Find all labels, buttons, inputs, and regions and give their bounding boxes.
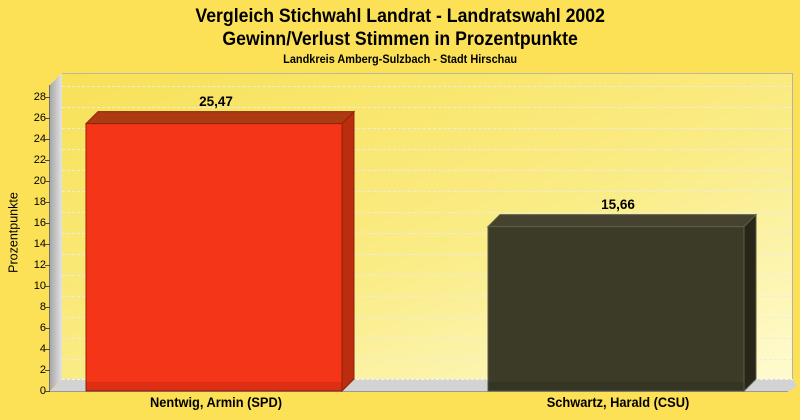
y-tick-label: 0 [39, 384, 46, 397]
y-tick-mark [45, 391, 50, 392]
gridline [62, 275, 792, 276]
category-label-spd: Nentwig, Armin (SPD) [149, 395, 283, 410]
y-tick-mark [45, 349, 50, 350]
y-tick-mark [45, 286, 50, 287]
gridline [62, 128, 792, 129]
gridline [62, 86, 792, 87]
gridline [62, 107, 792, 108]
y-tick-label: 18 [33, 195, 46, 208]
y-tick-label: 6 [39, 321, 46, 334]
gridline [62, 191, 792, 192]
y-tick-mark [45, 202, 50, 203]
floor-gridline [62, 379, 793, 380]
y-tick-mark [45, 97, 50, 98]
y-tick-label: 26 [33, 111, 46, 124]
y-tick-mark [45, 265, 50, 266]
y-tick-mark [45, 118, 50, 119]
y-tick-mark [45, 307, 50, 308]
gridline [62, 233, 792, 234]
bar-top-face [84, 111, 356, 125]
chart-subtitle-text: Landkreis Amberg-Sulzbach - Stadt Hirsch… [283, 54, 517, 66]
y-tick-label: 16 [33, 216, 46, 229]
gridline [62, 296, 792, 297]
bar-front-face [85, 123, 343, 392]
bar-top-face [486, 214, 758, 228]
chart-title-line1: Vergleich Stichwahl Landrat - Landratswa… [0, 5, 800, 28]
gridline [62, 212, 792, 213]
y-tick-label: 22 [33, 153, 46, 166]
y-tick-label: 12 [33, 258, 46, 271]
gridline [62, 317, 792, 318]
chart-title-line2-text: Gewinn/Verlust Stimmen in Prozentpunkte [222, 29, 578, 50]
bar-bottom-shade [86, 382, 342, 391]
bar-side-face [341, 110, 355, 393]
floor-front-edge [50, 391, 788, 392]
y-tick-mark [45, 223, 50, 224]
gridline [62, 254, 792, 255]
chart-header: Vergleich Stichwahl Landrat - Landratswa… [0, 0, 800, 67]
chart-subtitle: Landkreis Amberg-Sulzbach - Stadt Hirsch… [0, 53, 800, 67]
gridline [62, 338, 792, 339]
chart-title-line2: Gewinn/Verlust Stimmen in Prozentpunkte [0, 28, 800, 51]
y-tick-label: 24 [33, 132, 46, 145]
y-tick-mark [45, 181, 50, 182]
y-axis-line [49, 85, 50, 391]
y-tick-mark [45, 370, 50, 371]
gridline [62, 149, 792, 150]
category-label-csu: Schwartz, Harald (CSU) [546, 395, 690, 410]
y-tick-label: 4 [39, 342, 46, 355]
bar-bottom-shade [488, 382, 744, 391]
bar-value-label-spd: 25,47 [199, 93, 233, 109]
bar-front-face [487, 226, 745, 392]
chart-title-line1-text: Vergleich Stichwahl Landrat - Landratswa… [195, 6, 605, 27]
y-tick-mark [45, 139, 50, 140]
y-tick-label: 8 [39, 300, 46, 313]
bar-value-label-csu: 15,66 [601, 196, 635, 212]
y-tick-label: 28 [33, 90, 46, 103]
y-tick-mark [45, 160, 50, 161]
y-tick-mark [45, 328, 50, 329]
y-tick-mark [45, 244, 50, 245]
gridline [62, 359, 792, 360]
y-tick-label: 14 [33, 237, 46, 250]
gridline [62, 170, 792, 171]
y-tick-label: 10 [33, 279, 46, 292]
y-tick-label: 2 [39, 363, 46, 376]
plot-3d-left-wall [50, 73, 62, 391]
y-tick-label: 20 [33, 174, 46, 187]
bar-side-face [743, 213, 757, 393]
